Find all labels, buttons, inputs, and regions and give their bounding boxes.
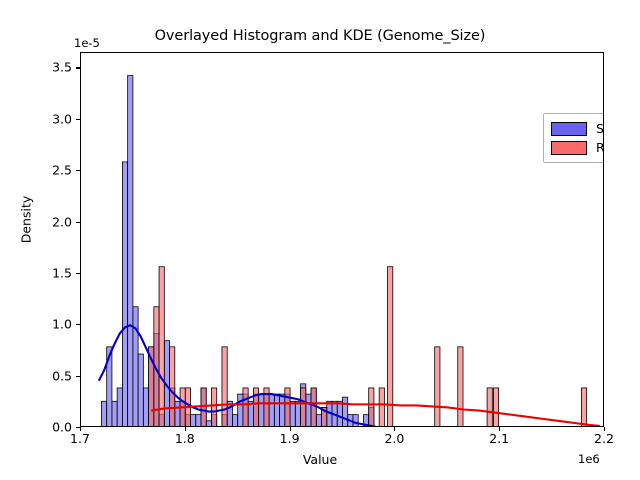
legend[interactable]: SRA RefSeq bbox=[543, 113, 604, 163]
y-axis-tick-label: 2.0 bbox=[52, 214, 72, 230]
histogram-bar bbox=[142, 387, 150, 426]
histogram-bar bbox=[137, 353, 144, 426]
histogram-bars-refseq bbox=[148, 266, 588, 426]
x-axis-tick-mark bbox=[289, 427, 291, 431]
page-title: Overlayed Histogram and KDE (Genome_Size… bbox=[154, 28, 486, 44]
chart-canvas bbox=[97, 75, 600, 426]
y-axis-tick-label: 1.0 bbox=[52, 316, 72, 332]
histogram-bar bbox=[247, 400, 254, 426]
histogram-bar bbox=[336, 400, 343, 426]
x-axis-tick-label: 2.2 bbox=[594, 431, 614, 446]
histogram-bar bbox=[106, 346, 113, 426]
histogram-bar bbox=[263, 387, 270, 426]
histogram-bar bbox=[190, 414, 197, 426]
y-axis-tick-mark bbox=[76, 170, 80, 172]
histogram-bar bbox=[273, 393, 281, 426]
histogram-bar bbox=[581, 387, 588, 426]
histogram-bar bbox=[321, 407, 328, 426]
histogram-bar bbox=[174, 400, 181, 426]
histogram-bar bbox=[486, 387, 493, 426]
histogram-bar bbox=[195, 414, 202, 426]
histogram-bar bbox=[101, 400, 108, 426]
histogram-bar bbox=[221, 346, 228, 426]
y-axis-tick-mark bbox=[76, 272, 80, 274]
x-axis-tick-label: 1.9 bbox=[279, 431, 300, 446]
histogram-bar bbox=[305, 393, 312, 426]
y-axis-tick-label: 2.5 bbox=[52, 162, 72, 178]
histogram-bar bbox=[492, 387, 500, 426]
histogram-bar bbox=[169, 346, 176, 426]
x-axis-tick-label: 2.0 bbox=[384, 431, 405, 446]
y-axis-tick-mark bbox=[76, 221, 80, 223]
legend-swatch-refseq bbox=[551, 140, 587, 155]
histogram-bar bbox=[111, 400, 118, 426]
y-axis-tick-label: 0.0 bbox=[52, 419, 72, 435]
y-axis-tick-label: 3.0 bbox=[52, 111, 72, 127]
histogram-bar bbox=[279, 393, 286, 426]
histogram-bar bbox=[132, 306, 139, 426]
x-axis-tick-mark bbox=[80, 427, 82, 431]
histogram-bar bbox=[127, 75, 134, 426]
legend-label-sra: SRA bbox=[596, 121, 604, 136]
histogram-bar bbox=[158, 266, 165, 426]
plot-area: SRA RefSeq bbox=[80, 52, 604, 427]
histogram-bar bbox=[211, 387, 218, 426]
histogram-bar bbox=[252, 387, 260, 426]
y-axis-tick-mark bbox=[76, 118, 80, 120]
histogram-bar bbox=[284, 387, 291, 426]
y-axis-tick-label: 0.5 bbox=[52, 368, 72, 384]
legend-item-sra[interactable]: SRA bbox=[551, 119, 604, 138]
histogram-bar bbox=[310, 387, 317, 426]
histogram-bar bbox=[387, 266, 394, 426]
histogram-bar bbox=[242, 387, 249, 426]
x-axis-tick-label: 1.8 bbox=[174, 431, 195, 446]
x-axis-tick-mark bbox=[184, 427, 186, 431]
x-axis-tick-mark bbox=[499, 427, 501, 431]
histogram-bar bbox=[315, 414, 322, 426]
histogram-bar bbox=[237, 393, 244, 426]
x-axis-tick-label: 1.7 bbox=[70, 431, 90, 446]
histogram-bar bbox=[378, 387, 385, 426]
histogram-bar bbox=[289, 400, 296, 426]
x-axis-tick-label: 2.1 bbox=[489, 431, 510, 446]
legend-swatch-sra bbox=[551, 121, 587, 136]
histogram-bar bbox=[258, 393, 265, 426]
y-axis-tick-mark bbox=[76, 427, 80, 429]
x-axis-tick-mark bbox=[394, 427, 396, 431]
x-axis-label: Value bbox=[302, 452, 338, 467]
histogram-bar bbox=[200, 387, 207, 426]
y-axis-tick-mark bbox=[76, 67, 80, 69]
histogram-bar bbox=[434, 346, 441, 426]
histogram-bar bbox=[268, 393, 275, 426]
y-axis-offset-text: 1e-5 bbox=[74, 36, 100, 50]
legend-item-refseq[interactable]: RefSeq bbox=[551, 138, 604, 157]
legend-label-refseq: RefSeq bbox=[596, 140, 604, 155]
y-axis-tick-label: 1.5 bbox=[52, 265, 72, 281]
histogram-bar bbox=[205, 420, 212, 426]
histogram-bar bbox=[294, 400, 301, 426]
y-axis-tick-label: 3.5 bbox=[52, 59, 72, 75]
x-axis-tick-mark bbox=[604, 427, 606, 431]
histogram-bar bbox=[116, 387, 123, 426]
histogram-bar bbox=[232, 414, 239, 426]
histogram-bar bbox=[457, 346, 464, 426]
histogram-bars-sra bbox=[101, 75, 375, 426]
histogram-bar bbox=[352, 414, 359, 426]
x-axis-offset-text: 1e6 bbox=[578, 452, 600, 466]
histogram-bar bbox=[368, 387, 375, 426]
kde-curve-refseq bbox=[151, 402, 600, 426]
y-axis-tick-mark bbox=[76, 375, 80, 377]
kde-curve-sra bbox=[97, 324, 377, 426]
histogram-bar bbox=[300, 387, 307, 426]
y-axis-tick-mark bbox=[76, 324, 80, 326]
histogram-bar bbox=[342, 396, 349, 426]
histogram-bar bbox=[122, 161, 129, 426]
